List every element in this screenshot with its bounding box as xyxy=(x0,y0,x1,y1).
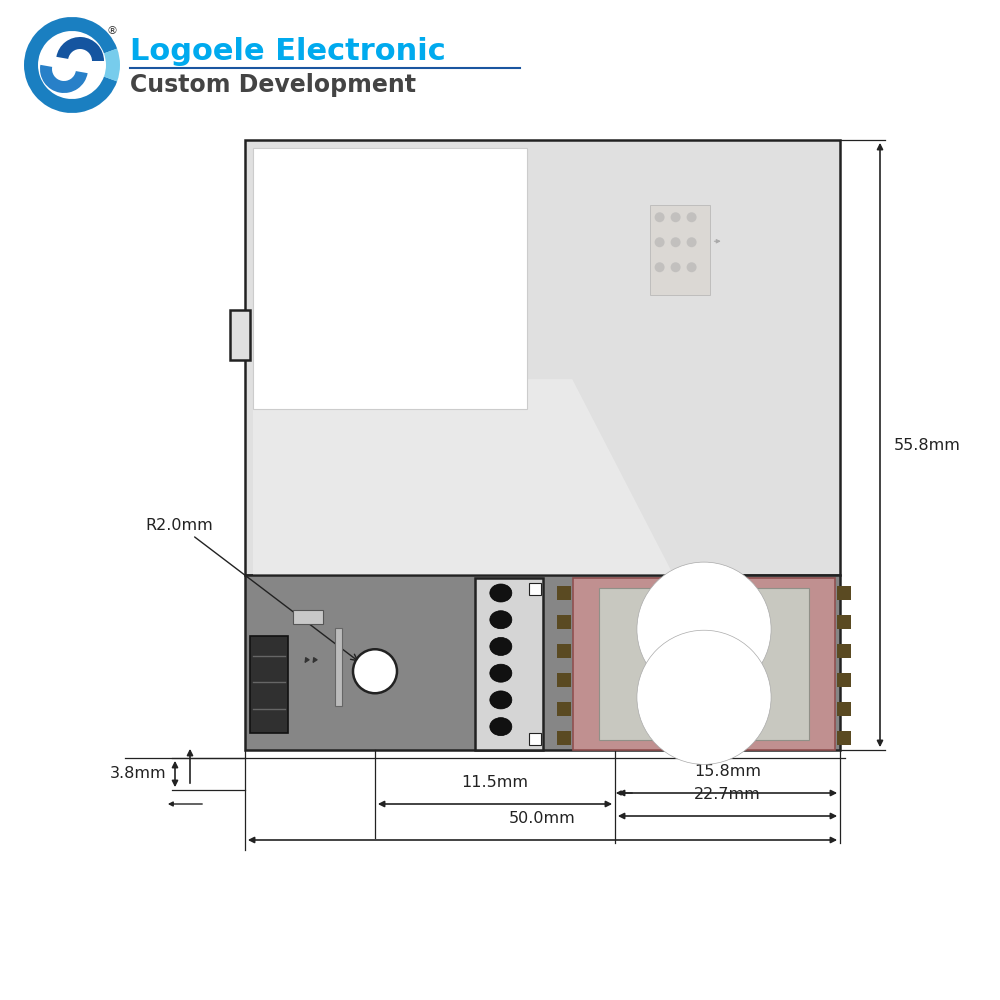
Circle shape xyxy=(655,212,665,222)
Bar xyxy=(837,702,851,716)
Circle shape xyxy=(353,649,397,693)
Bar xyxy=(529,583,541,595)
Wedge shape xyxy=(56,37,104,61)
Circle shape xyxy=(655,262,665,272)
Bar xyxy=(557,586,571,600)
Bar xyxy=(837,731,851,745)
Text: 55.8mm: 55.8mm xyxy=(894,438,961,452)
Circle shape xyxy=(637,562,771,696)
Circle shape xyxy=(655,237,665,247)
Text: 3.8mm: 3.8mm xyxy=(110,766,167,782)
Wedge shape xyxy=(24,17,117,113)
Ellipse shape xyxy=(490,584,512,602)
Circle shape xyxy=(671,262,681,272)
Circle shape xyxy=(687,262,697,272)
Bar xyxy=(253,148,527,409)
Bar xyxy=(557,731,571,745)
Circle shape xyxy=(597,658,633,694)
Wedge shape xyxy=(104,49,120,81)
Bar xyxy=(250,636,288,732)
Bar xyxy=(230,310,250,360)
Bar xyxy=(557,702,571,716)
Bar xyxy=(245,575,840,750)
Ellipse shape xyxy=(490,691,512,709)
Bar xyxy=(529,733,541,745)
Circle shape xyxy=(671,237,681,247)
Text: R2.0mm: R2.0mm xyxy=(145,518,358,661)
Ellipse shape xyxy=(490,718,512,736)
Text: 15.8mm: 15.8mm xyxy=(694,764,761,779)
Bar xyxy=(837,586,851,600)
Circle shape xyxy=(637,630,771,764)
Bar xyxy=(837,644,851,658)
Ellipse shape xyxy=(490,611,512,629)
Text: Logoele Electronic: Logoele Electronic xyxy=(130,37,446,66)
Circle shape xyxy=(687,212,697,222)
Bar xyxy=(245,140,840,575)
Bar xyxy=(599,588,809,740)
Ellipse shape xyxy=(490,664,512,682)
Bar xyxy=(557,644,571,658)
Bar xyxy=(557,673,571,687)
Bar xyxy=(650,205,710,295)
Bar xyxy=(335,628,342,706)
Text: 50.0mm: 50.0mm xyxy=(509,811,576,826)
Bar xyxy=(475,578,543,750)
Text: 22.7mm: 22.7mm xyxy=(694,787,761,802)
Bar xyxy=(837,615,851,629)
Circle shape xyxy=(671,212,681,222)
Polygon shape xyxy=(253,379,673,575)
Bar xyxy=(557,615,571,629)
Circle shape xyxy=(687,237,697,247)
Text: Custom Development: Custom Development xyxy=(130,73,416,97)
Text: 11.5mm: 11.5mm xyxy=(462,775,528,790)
Bar xyxy=(293,610,323,624)
Ellipse shape xyxy=(490,637,512,655)
Bar xyxy=(837,673,851,687)
Wedge shape xyxy=(40,65,88,93)
Text: ®: ® xyxy=(106,26,118,36)
Bar xyxy=(573,578,835,750)
